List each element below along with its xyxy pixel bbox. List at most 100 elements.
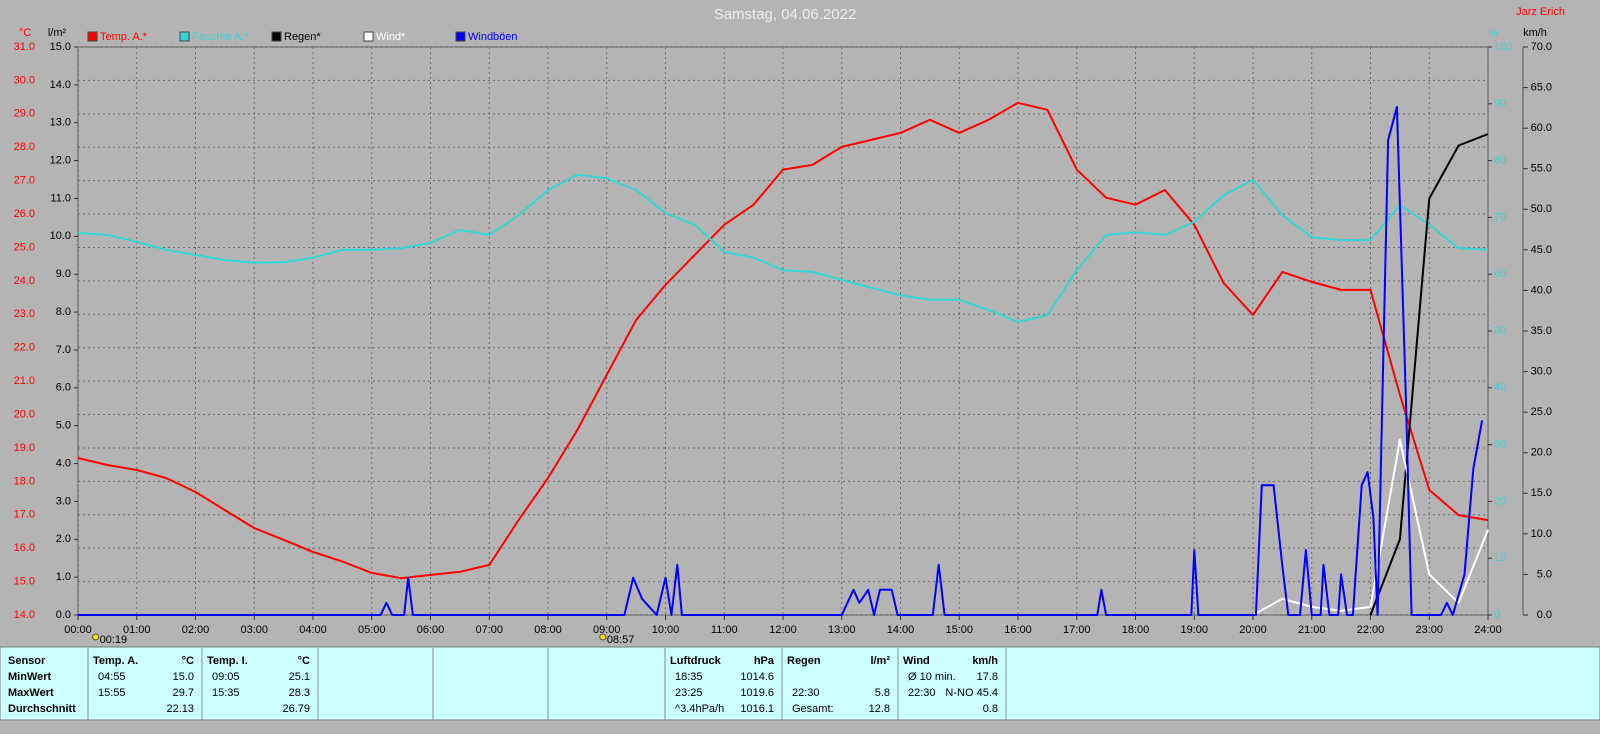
y-tick-label: 27.0: [14, 175, 35, 187]
y2-tick-label: 11.0: [50, 192, 71, 204]
y2-tick-label: 1.0: [56, 571, 71, 583]
cell: 23:25: [675, 687, 703, 699]
y-tick-label: 17.0: [14, 509, 35, 521]
section-unit: km/h: [972, 655, 998, 667]
cell: N-NO 45.4: [945, 687, 998, 699]
series-line: [1252, 438, 1489, 616]
y3-tick-label: 50: [1494, 325, 1506, 337]
y2-tick-label: 13.0: [50, 117, 71, 129]
y-tick-label: 25.0: [14, 241, 35, 253]
y3-tick-label: 30: [1494, 439, 1506, 451]
y2-tick-label: 0.0: [56, 609, 71, 621]
cell: 26.79: [282, 703, 310, 715]
cell: 1014.6: [740, 671, 774, 683]
section-title: Wind: [903, 655, 930, 667]
cell: 1016.1: [740, 703, 774, 715]
x-tick-label: 01:00: [123, 624, 151, 636]
y2-tick-label: 4.0: [56, 457, 71, 469]
x-tick-label: 02:00: [182, 624, 210, 636]
x-tick-label: 16:00: [1004, 624, 1032, 636]
y2-tick-label: 10.0: [50, 230, 71, 242]
series-line: [77, 173, 1489, 323]
y-tick-label: 23.0: [14, 308, 35, 320]
y-tick-label: 18.0: [14, 475, 35, 487]
row-label: MinWert: [8, 671, 52, 683]
y3-tick-label: 0: [1494, 609, 1500, 621]
y2-tick-label: 15.0: [50, 41, 71, 53]
plot-area: [77, 46, 1489, 616]
cell: ^3.4hPa/h: [675, 703, 724, 715]
y4-tick-label: 40.0: [1531, 284, 1552, 296]
cell: 12.8: [869, 703, 890, 715]
y4-tick-label: 30.0: [1531, 365, 1552, 377]
x-tick-label: 07:00: [475, 624, 503, 636]
y2-tick-label: 9.0: [56, 268, 71, 280]
y-tick-label: 29.0: [14, 108, 35, 120]
y-tick-label: 26.0: [14, 208, 35, 220]
y4-tick-label: 25.0: [1531, 406, 1552, 418]
y3-tick-label: 100: [1494, 41, 1512, 53]
cell: Ø 10 min.: [908, 671, 956, 683]
x-tick-label: 08:00: [534, 624, 562, 636]
legend-swatch: [271, 31, 282, 42]
y4-tick-label: 0.0: [1537, 609, 1552, 621]
y2-tick-label: 6.0: [56, 382, 71, 394]
legend-label: Temp. A.*: [100, 31, 148, 43]
y-tick-label: 21.0: [14, 375, 35, 387]
cell: 18:35: [675, 671, 703, 683]
legend-label: Wind*: [376, 31, 406, 43]
cell: 15:35: [212, 687, 240, 699]
section-unit: °C: [182, 655, 194, 667]
x-tick-label: 21:00: [1298, 624, 1326, 636]
cell: 5.8: [875, 687, 890, 699]
y4-tick-label: 70.0: [1531, 41, 1552, 53]
x-tick-label: 04:00: [299, 624, 327, 636]
y-tick-label: 28.0: [14, 141, 35, 153]
y4-tick-label: 35.0: [1531, 325, 1552, 337]
y2-tick-label: 7.0: [56, 344, 71, 356]
y4-tick-label: 60.0: [1531, 122, 1552, 134]
x-tick-label: 18:00: [1122, 624, 1150, 636]
y2-tick-label: 5.0: [56, 420, 71, 432]
y3-tick-label: 20: [1494, 495, 1506, 507]
x-tick-label: 11:00: [711, 624, 738, 636]
section-title: Temp. I.: [207, 655, 248, 667]
y-tick-label: 16.0: [14, 542, 35, 554]
y-unit: °C: [19, 27, 31, 39]
y-tick-label: 14.0: [14, 609, 35, 621]
cell: 25.1: [289, 671, 310, 683]
section-unit: °C: [298, 655, 310, 667]
x-tick-label: 05:00: [358, 624, 386, 636]
x-tick-label: 10:00: [652, 624, 680, 636]
row-label: Sensor: [8, 655, 46, 667]
legend-swatch: [455, 31, 466, 42]
y4-tick-label: 5.0: [1537, 568, 1552, 580]
section-title: Temp. A.: [93, 655, 138, 667]
section-unit: hPa: [754, 655, 775, 667]
y-tick-label: 22.0: [14, 342, 35, 354]
cell: 15.0: [173, 671, 194, 683]
series-line: [77, 101, 1489, 580]
y2-tick-label: 2.0: [56, 533, 71, 545]
x-tick-label: 22:00: [1357, 624, 1385, 636]
cell: 15:55: [98, 687, 126, 699]
x-tick-label: 24:00: [1474, 624, 1502, 636]
y4-tick-label: 50.0: [1531, 203, 1552, 215]
x-tick-label: 00:00: [64, 624, 92, 636]
cell: 22:30: [792, 687, 820, 699]
y-tick-label: 30.0: [14, 74, 35, 86]
author: Jarz Erich: [1516, 6, 1565, 18]
y-tick-label: 24.0: [14, 275, 35, 287]
y-tick-label: 15.0: [14, 575, 35, 587]
legend-label: Feuchte A.*: [192, 31, 250, 43]
cell: 29.7: [173, 687, 194, 699]
series-line: [78, 106, 1484, 616]
x-tick-label: 19:00: [1180, 624, 1208, 636]
cell: 17.8: [977, 671, 998, 683]
y-tick-label: 20.0: [14, 408, 35, 420]
cell: 04:55: [98, 671, 126, 683]
chart-title: Samstag, 04.06.2022: [714, 6, 857, 23]
y4-tick-label: 15.0: [1531, 487, 1552, 499]
y3-tick-label: 70: [1494, 211, 1506, 223]
